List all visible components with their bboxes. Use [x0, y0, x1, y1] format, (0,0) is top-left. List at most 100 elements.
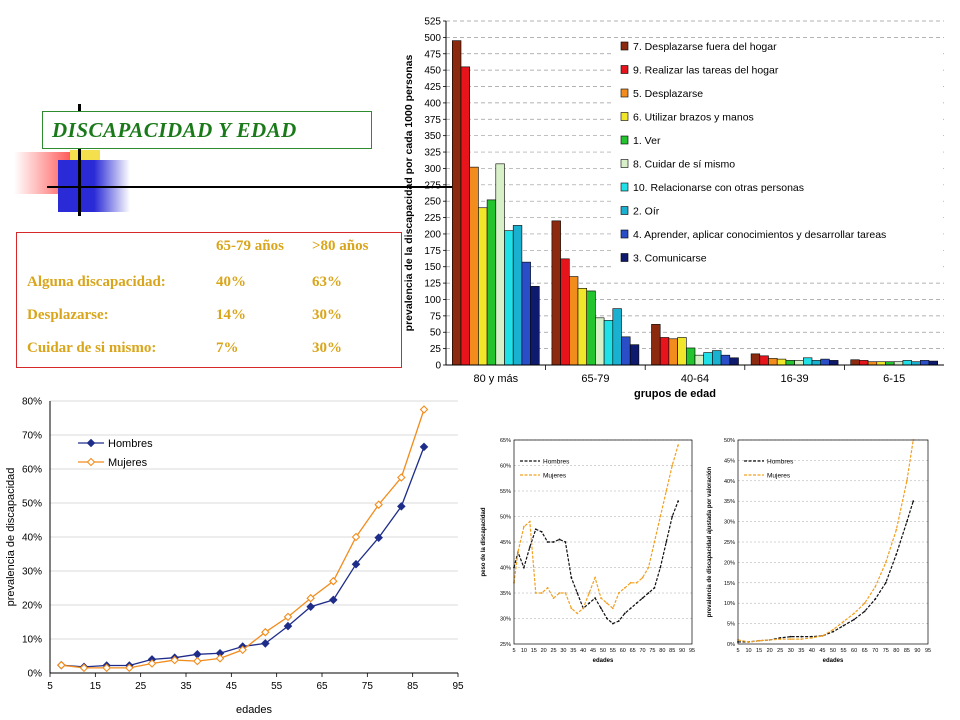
legend-swatch: [620, 253, 629, 262]
x-tick-label: 75: [362, 681, 374, 692]
x-tick-label: 90: [679, 648, 685, 654]
data-point: [606, 617, 608, 620]
series-line: [61, 446, 425, 668]
bar: [820, 358, 830, 366]
data-point: [576, 592, 579, 594]
data-point: [517, 551, 519, 554]
bar: [512, 225, 523, 366]
x-tick-label: 50: [830, 648, 836, 654]
bar: [621, 336, 631, 366]
y-tick-label: 80%: [22, 397, 42, 408]
stats-row-label: Desplazarse:: [27, 307, 109, 323]
data-point: [534, 528, 537, 531]
x-tick-label: 30: [560, 648, 566, 654]
title-box: [42, 111, 372, 149]
legend-label: 5. Desplazarse: [633, 88, 703, 100]
legend-label: 1. Ver: [633, 135, 661, 147]
small-chart-grid: [514, 439, 692, 619]
x-tick-label: 15: [90, 681, 102, 692]
data-point: [600, 607, 602, 610]
bar: [603, 320, 614, 366]
legend-label: 6. Utilizar brazos y manos: [633, 112, 754, 124]
y-tick-label: 60%: [500, 464, 511, 470]
y-tick-label: 30%: [22, 567, 42, 578]
data-point: [558, 592, 561, 594]
x-tick-label: 5: [47, 681, 53, 692]
legend-background: [612, 38, 940, 274]
x-axis-title: grupos de edad: [634, 388, 716, 400]
y-tick-label: 65%: [500, 438, 511, 444]
bar: [551, 220, 561, 366]
legend-marker: [86, 457, 96, 467]
x-tick-label: 60: [851, 648, 857, 654]
data-point: [895, 553, 898, 556]
data-point: [884, 581, 887, 584]
legend-swatch: [620, 159, 629, 168]
data-point: [800, 635, 803, 638]
x-tick-label: 55: [840, 648, 846, 654]
x-tick-label: 5: [512, 648, 515, 654]
line-chart-grid: [50, 400, 458, 640]
y-tick-label: 425: [424, 82, 441, 93]
y-tick-label: 0%: [28, 669, 43, 680]
data-point: [617, 620, 620, 622]
data-point: [853, 612, 856, 615]
y-tick-label: 300: [424, 164, 441, 175]
x-tick-label: 15: [531, 648, 537, 654]
bar: [586, 290, 596, 366]
bar: [928, 360, 938, 366]
data-point: [193, 650, 202, 659]
data-point: [874, 598, 877, 601]
y-tick-label: 70%: [22, 431, 42, 442]
data-point: [522, 525, 525, 528]
y-tick-label: 10%: [724, 601, 735, 607]
legend-label: Mujeres: [543, 473, 567, 480]
data-point: [677, 500, 680, 503]
bar: [486, 199, 497, 366]
x-tick-label: 6-15: [883, 373, 905, 385]
data-point: [800, 638, 803, 641]
data-point: [832, 630, 834, 633]
data-point: [261, 627, 270, 637]
x-tick-label: 95: [452, 681, 464, 692]
bar-chart-bars: [451, 40, 938, 366]
data-point: [912, 500, 915, 503]
data-point: [351, 559, 361, 569]
y-tick-label: 55%: [500, 489, 511, 495]
data-point: [647, 566, 650, 569]
stats-table: 65-79 años >80 años Alguna discapacidad:…: [16, 232, 402, 368]
y-tick-label: 10%: [22, 635, 42, 646]
x-axis-title: edades: [236, 704, 273, 716]
stats-row-label: Cuidar de si mismo:: [27, 340, 157, 356]
data-point: [576, 612, 579, 615]
data-point: [238, 645, 247, 655]
x-tick-label: 70: [639, 648, 645, 654]
data-point: [546, 541, 549, 543]
data-point: [671, 464, 674, 467]
y-tick-label: 25%: [724, 540, 735, 546]
x-tick-label: 65: [862, 648, 868, 654]
legend-marker: [86, 438, 96, 448]
y-tick-label: 100: [424, 295, 441, 306]
data-point: [522, 566, 525, 569]
bar-chart-discapacidad-por-edad: 0 25 50 75 100 125 150 175 200 225 250 275 300 325 350…: [403, 17, 944, 400]
data-point: [842, 620, 845, 623]
x-tick-label: 80 y más: [473, 373, 518, 385]
series-line: [737, 439, 914, 643]
bar: [685, 347, 696, 366]
y-tick-label: 40%: [22, 533, 42, 544]
data-point: [659, 515, 662, 518]
bar: [460, 66, 470, 366]
legend-label: 2. Oír: [633, 206, 660, 218]
small-chart-series: [513, 444, 680, 625]
data-point: [653, 587, 656, 589]
data-point: [170, 655, 179, 665]
x-tick-label: 85: [669, 648, 675, 654]
bar: [703, 352, 713, 366]
data-point: [594, 597, 596, 599]
data-point: [821, 634, 824, 637]
bar: [629, 344, 640, 366]
legend-label: Mujeres: [767, 473, 791, 480]
bar: [530, 286, 540, 366]
plot-frame: [513, 439, 693, 645]
